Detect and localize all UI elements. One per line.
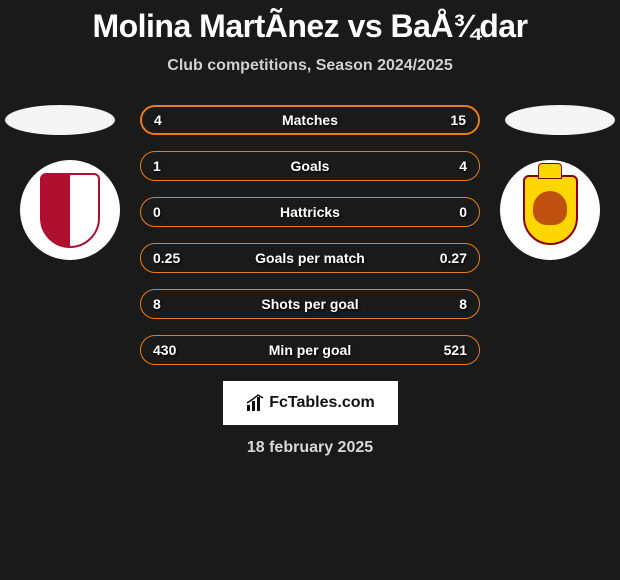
- stat-row: 1Goals4: [140, 151, 480, 181]
- player-base-right: [505, 105, 615, 135]
- stat-value-left: 4: [154, 112, 162, 128]
- comparison-panel: 4Matches151Goals40Hattricks00.25Goals pe…: [0, 105, 620, 457]
- chart-icon: [245, 393, 265, 413]
- player-base-left: [5, 105, 115, 135]
- stat-value-left: 1: [153, 158, 161, 174]
- stat-label: Goals: [141, 158, 479, 174]
- club-crest-left: [20, 160, 120, 260]
- stat-row: 8Shots per goal8: [140, 289, 480, 319]
- stat-label: Goals per match: [141, 250, 479, 266]
- lion-icon: [533, 191, 567, 225]
- stat-value-left: 0.25: [153, 250, 180, 266]
- stat-value-right: 0.27: [440, 250, 467, 266]
- stat-value-right: 521: [444, 342, 467, 358]
- stat-row: 0.25Goals per match0.27: [140, 243, 480, 273]
- stat-value-right: 0: [459, 204, 467, 220]
- page-subtitle: Club competitions, Season 2024/2025: [0, 57, 620, 75]
- shield-icon: [40, 173, 100, 248]
- stat-row: 0Hattricks0: [140, 197, 480, 227]
- stat-row: 430Min per goal521: [140, 335, 480, 365]
- stats-rows: 4Matches151Goals40Hattricks00.25Goals pe…: [140, 105, 480, 365]
- brand-text: FcTables.com: [269, 394, 375, 412]
- stat-value-right: 15: [450, 112, 466, 128]
- stat-label: Matches: [142, 112, 478, 128]
- stat-label: Min per goal: [141, 342, 479, 358]
- stat-value-left: 8: [153, 296, 161, 312]
- stat-value-right: 8: [459, 296, 467, 312]
- stat-label: Hattricks: [141, 204, 479, 220]
- date-text: 18 february 2025: [0, 439, 620, 457]
- stat-row: 4Matches15: [140, 105, 480, 135]
- stat-label: Shots per goal: [141, 296, 479, 312]
- stat-value-left: 430: [153, 342, 176, 358]
- page-title: Molina MartÃ­nez vs BaÅ¾dar: [0, 0, 620, 45]
- shield-icon: [523, 175, 578, 245]
- stat-value-left: 0: [153, 204, 161, 220]
- stat-value-right: 4: [459, 158, 467, 174]
- brand-badge: FcTables.com: [223, 381, 398, 425]
- club-crest-right: [500, 160, 600, 260]
